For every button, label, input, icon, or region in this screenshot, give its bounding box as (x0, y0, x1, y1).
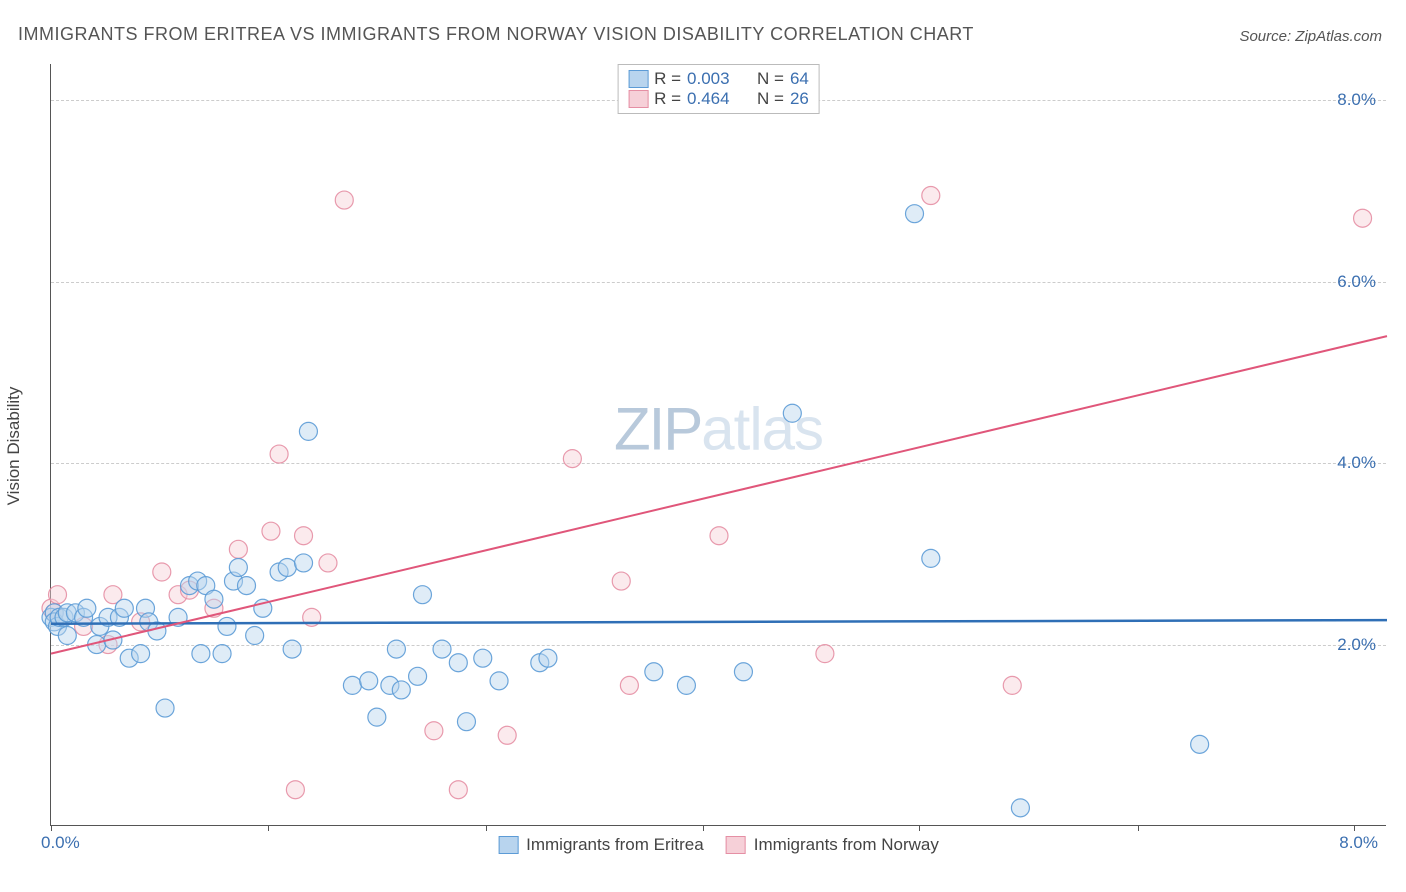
data-point (449, 654, 467, 672)
data-point (295, 527, 313, 545)
data-point (387, 640, 405, 658)
data-point (132, 645, 150, 663)
data-point (498, 726, 516, 744)
n-label: N = (757, 89, 784, 109)
data-point (238, 577, 256, 595)
data-point (1003, 676, 1021, 694)
x-axis-tick (1138, 825, 1139, 831)
data-point (192, 645, 210, 663)
r-label: R = (654, 69, 681, 89)
series-legend-item: Immigrants from Eritrea (498, 835, 704, 855)
data-point (246, 627, 264, 645)
data-point (368, 708, 386, 726)
data-point (457, 713, 475, 731)
legend-swatch (628, 90, 648, 108)
x-axis-tick (51, 825, 52, 831)
x-axis-tick (268, 825, 269, 831)
data-point (645, 663, 663, 681)
series-legend-label: Immigrants from Eritrea (526, 835, 704, 855)
data-point (433, 640, 451, 658)
x-axis-tick (703, 825, 704, 831)
data-point (262, 522, 280, 540)
data-point (156, 699, 174, 717)
series-legend: Immigrants from Eritrea Immigrants from N… (498, 835, 939, 855)
trend-line (51, 336, 1387, 654)
data-point (906, 205, 924, 223)
data-point (539, 649, 557, 667)
scatter-plot-svg (51, 64, 1386, 825)
data-point (816, 645, 834, 663)
data-point (299, 422, 317, 440)
data-point (409, 667, 427, 685)
data-point (295, 554, 313, 572)
legend-swatch (628, 70, 648, 88)
n-label: N = (757, 69, 784, 89)
data-point (710, 527, 728, 545)
x-axis-tick (919, 825, 920, 831)
x-axis-tick (1354, 825, 1355, 831)
chart-title: IMMIGRANTS FROM ERITREA VS IMMIGRANTS FR… (18, 24, 974, 45)
data-point (734, 663, 752, 681)
data-point (392, 681, 410, 699)
data-point (677, 676, 695, 694)
data-point (335, 191, 353, 209)
data-point (612, 572, 630, 590)
data-point (78, 599, 96, 617)
data-point (922, 549, 940, 567)
data-point (1354, 209, 1372, 227)
data-point (474, 649, 492, 667)
data-point (360, 672, 378, 690)
series-legend-item: Immigrants from Norway (726, 835, 939, 855)
series-legend-label: Immigrants from Norway (754, 835, 939, 855)
correlation-legend: R = 0.003 N = 64 R = 0.464 N = 26 (617, 64, 820, 114)
data-point (319, 554, 337, 572)
data-point (229, 540, 247, 558)
data-point (783, 404, 801, 422)
r-value: 0.003 (687, 69, 743, 89)
x-axis-min-label: 0.0% (41, 833, 80, 853)
data-point (922, 187, 940, 205)
data-point (153, 563, 171, 581)
r-value: 0.464 (687, 89, 743, 109)
n-value: 64 (790, 69, 809, 89)
chart-container: IMMIGRANTS FROM ERITREA VS IMMIGRANTS FR… (0, 0, 1406, 892)
data-point (343, 676, 361, 694)
legend-swatch (726, 836, 746, 854)
r-label: R = (654, 89, 681, 109)
data-point (283, 640, 301, 658)
data-point (563, 450, 581, 468)
trend-line (51, 620, 1387, 624)
data-point (286, 781, 304, 799)
source-attribution: Source: ZipAtlas.com (1239, 28, 1382, 45)
data-point (1191, 735, 1209, 753)
data-point (49, 586, 67, 604)
data-point (213, 645, 231, 663)
data-point (1011, 799, 1029, 817)
plot-area: ZIPatlas 2.0%4.0%6.0%8.0% R = 0.003N = 6… (50, 64, 1386, 826)
legend-swatch (498, 836, 518, 854)
n-value: 26 (790, 89, 809, 109)
data-point (270, 445, 288, 463)
data-point (58, 627, 76, 645)
y-axis-label: Vision Disability (4, 387, 24, 506)
data-point (278, 558, 296, 576)
data-point (620, 676, 638, 694)
data-point (115, 599, 133, 617)
correlation-legend-row: R = 0.003 N = 64 (628, 69, 809, 89)
data-point (425, 722, 443, 740)
data-point (218, 617, 236, 635)
data-point (413, 586, 431, 604)
x-axis-tick (486, 825, 487, 831)
x-axis-max-label: 8.0% (1339, 833, 1378, 853)
data-point (229, 558, 247, 576)
data-point (205, 590, 223, 608)
data-point (449, 781, 467, 799)
data-point (490, 672, 508, 690)
correlation-legend-row: R = 0.464 N = 26 (628, 89, 809, 109)
